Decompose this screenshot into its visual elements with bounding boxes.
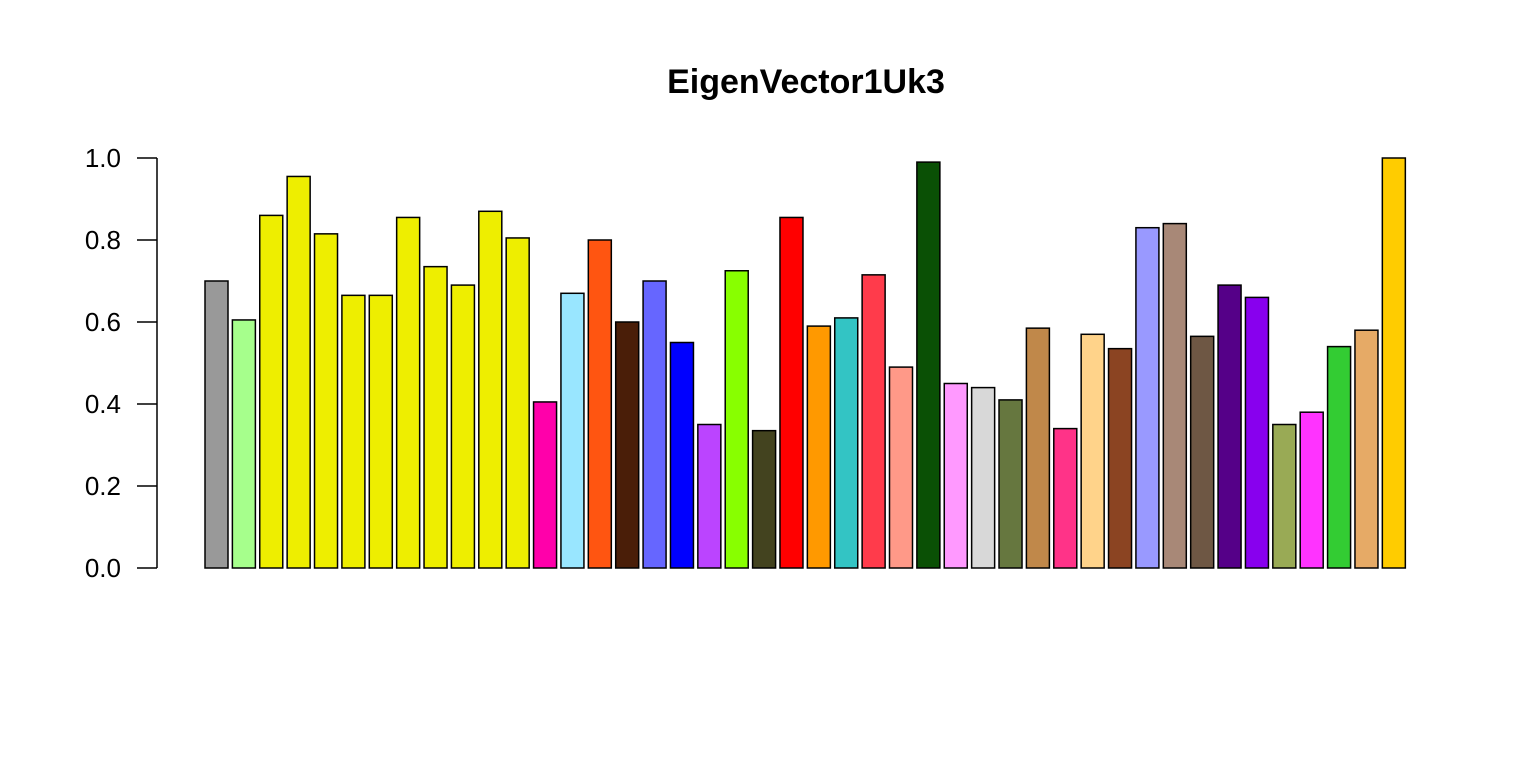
bar — [1272, 423, 1297, 569]
bar — [642, 280, 667, 569]
bar — [259, 214, 284, 569]
bar — [916, 161, 941, 569]
bar — [231, 319, 257, 569]
bar — [505, 237, 530, 569]
bar — [1381, 157, 1407, 569]
bar — [478, 210, 503, 569]
bar — [833, 317, 859, 569]
bar — [560, 292, 585, 569]
bar — [697, 423, 722, 569]
bar — [1354, 329, 1379, 569]
bar — [779, 216, 804, 569]
bar — [1135, 226, 1160, 569]
y-tick-label: 0.0 — [85, 553, 121, 583]
bar — [970, 386, 996, 569]
bar — [943, 382, 969, 569]
bar — [1299, 411, 1324, 569]
bar — [1217, 284, 1242, 569]
bar — [1244, 296, 1270, 569]
bar — [423, 265, 448, 569]
y-tick-label: 0.4 — [85, 389, 121, 419]
bar — [1162, 222, 1188, 569]
bar — [341, 294, 366, 569]
y-axis: 0.0 0.2 0.4 0.6 0.8 1.0 — [85, 143, 158, 583]
bar — [614, 321, 640, 569]
bar — [204, 280, 229, 569]
bar — [724, 270, 749, 569]
chart-title: EigenVector1Uk3 — [667, 63, 945, 101]
bar — [395, 216, 421, 569]
y-tick-label: 0.6 — [85, 307, 121, 337]
y-tick-label: 1.0 — [85, 143, 121, 173]
bar — [286, 175, 311, 569]
bar — [669, 341, 695, 569]
bar — [313, 233, 339, 569]
y-tick-label: 0.8 — [85, 225, 121, 255]
bar — [587, 239, 613, 569]
bar — [1025, 327, 1051, 569]
bar — [751, 429, 777, 569]
bar — [888, 366, 914, 569]
bar — [1080, 333, 1105, 569]
bar — [861, 274, 886, 569]
bar — [532, 401, 558, 569]
bar — [1326, 345, 1352, 569]
bar — [998, 399, 1023, 569]
bar — [1107, 347, 1133, 569]
bar — [450, 284, 476, 569]
bar — [1189, 335, 1215, 569]
y-tick-label: 0.2 — [85, 471, 121, 501]
bar — [1053, 427, 1078, 569]
bars-group — [204, 157, 1407, 569]
bar — [806, 325, 832, 569]
bar — [368, 294, 394, 569]
